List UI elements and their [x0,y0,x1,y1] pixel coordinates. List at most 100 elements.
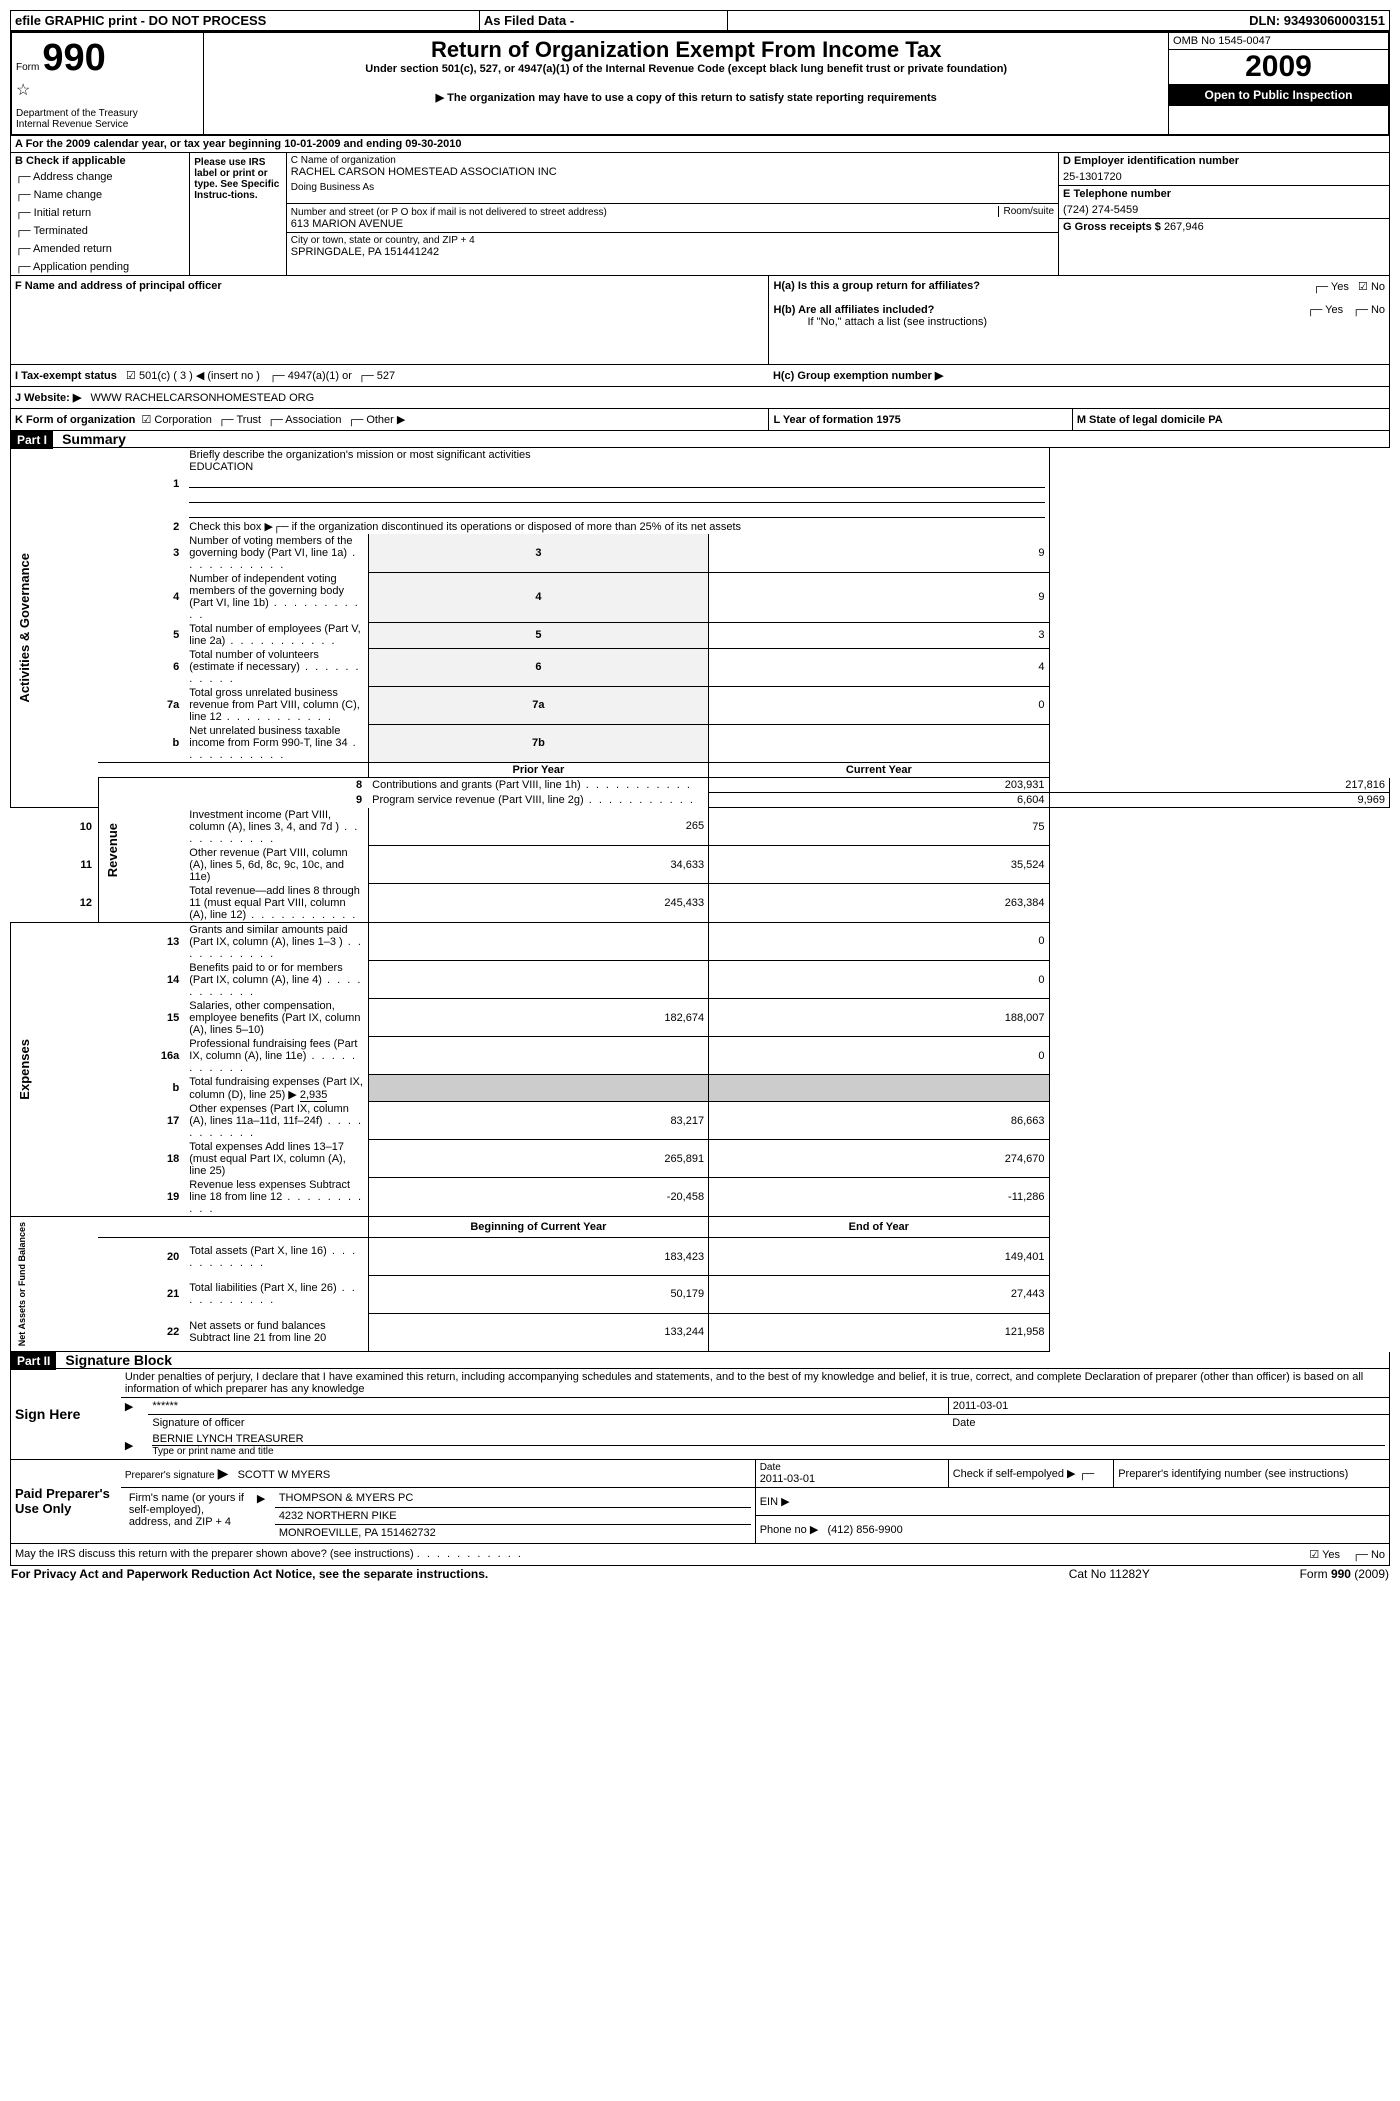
check-self-employed[interactable]: Check if self-empolyed ▶ [953,1468,1076,1480]
form-number: 990 [42,37,105,79]
k-l-m-block: K Form of organization ☑ Corporation ┌─ … [10,409,1390,431]
head-curr: Current Year [709,763,1049,778]
line-5-box: 5 [368,622,708,648]
line-9-no: 9 [185,793,368,808]
line-12-text: Total revenue—add lines 8 through 11 (mu… [185,884,368,923]
line-16a-no: 16a [98,1037,185,1075]
i-4947[interactable]: 4947(a)(1) or [288,370,352,382]
dln-value: 93493060003151 [1284,13,1385,28]
dba-label: Doing Business As [291,182,1054,193]
e-label: E Telephone number [1063,188,1385,200]
efile-notice: efile GRAPHIC print - DO NOT PROCESS [11,11,480,31]
k-corp[interactable]: Corporation [154,414,211,426]
line-22-beg: 133,244 [368,1313,708,1351]
check-name[interactable]: Name change [34,189,103,201]
k-assoc[interactable]: Association [285,414,341,426]
form-header: Form 990 ☆ Department of the Treasury In… [10,31,1390,136]
footer-right: Form 990 (2009) [1300,1567,1389,1581]
tax-year: 2009 [1169,50,1388,84]
line-18-prior: 265,891 [368,1140,708,1178]
k-other[interactable]: Other ▶ [366,414,405,426]
website-value: WWW RACHELCARSONHOMESTEAD ORG [91,392,315,404]
line-7b-value [709,724,1049,763]
line-16a-text: Professional fundraising fees (Part IX, … [185,1037,368,1075]
line-7a-text: Total gross unrelated business revenue f… [185,686,368,724]
signature-block: Under penalties of perjury, I declare th… [10,1369,1390,1566]
line-17-curr: 86,663 [709,1102,1049,1140]
ha-no[interactable]: No [1371,281,1385,293]
f-label: F Name and address of principal officer [15,280,222,292]
prep-date-value: 2011-03-01 [760,1473,944,1485]
hb-note: If "No," attach a list (see instructions… [773,316,1385,328]
preparer-name: SCOTT W MYERS [238,1469,331,1481]
page-footer: For Privacy Act and Paperwork Reduction … [10,1566,1390,1582]
preparer-phone: (412) 856-9900 [827,1524,902,1536]
line-19-prior: -20,458 [368,1178,708,1217]
footer-mid: Cat No 11282Y [1022,1566,1198,1582]
line-2-text: Check this box ▶┌─ if the organization d… [185,519,1049,534]
hb-label: H(b) Are all affiliates included? [773,304,934,316]
org-name: RACHEL CARSON HOMESTEAD ASSOCIATION INC [291,166,1054,178]
c-name-label: C Name of organization [291,155,1054,166]
ha-label: H(a) Is this a group return for affiliat… [773,280,980,292]
k-label: K Form of organization [15,414,135,426]
g-label: G Gross receipts $ [1063,221,1161,233]
check-pending[interactable]: Application pending [33,261,129,273]
i-527[interactable]: 527 [377,370,395,382]
line-18-curr: 274,670 [709,1140,1049,1178]
i-label: I Tax-exempt status [15,370,117,382]
line-18-no: 18 [98,1140,185,1178]
firm-name: THOMPSON & MYERS PC [275,1490,751,1507]
ein-value: 25-1301720 [1063,171,1385,183]
line-7b-text: Net unrelated business taxable income fr… [185,724,368,763]
firm-addr1: 4232 NORTHERN PIKE [275,1507,751,1524]
line-13-curr: 0 [709,922,1049,961]
form-subtitle-2: ▶ The organization may have to use a cop… [208,91,1164,104]
line-9-prior: 6,604 [709,793,1049,808]
date-label: Date [948,1415,1389,1432]
line-3-text: Number of voting members of the governin… [185,534,368,572]
please-use-label: Please use IRS label or print or type. S… [190,153,287,276]
section-expenses: Expenses [15,1035,34,1104]
room-label: Room/suite [998,206,1054,217]
hc-label: H(c) Group exemption number ▶ [773,370,943,382]
line-8-prior: 203,931 [709,778,1049,793]
i-501c[interactable]: 501(c) ( 3 ) ◀ (insert no ) [139,370,260,382]
ha-yes[interactable]: Yes [1331,281,1349,293]
line-13-prior [368,922,708,961]
line-16b-text: Total fundraising expenses (Part IX, col… [189,1076,363,1101]
line-17-prior: 83,217 [368,1102,708,1140]
dln-label: DLN: [1249,13,1280,28]
line-8-no: 8 [185,778,368,793]
line-16a-curr: 0 [709,1037,1049,1075]
head-beginning: Beginning of Current Year [368,1216,708,1238]
line-6-value: 4 [709,648,1049,686]
check-terminated[interactable]: Terminated [33,225,87,237]
line-16b-no: b [98,1075,185,1102]
org-info-block: B Check if applicable ┌─ Address change … [10,153,1390,276]
line-1-text: Briefly describe the organization's miss… [189,449,530,461]
line-15-no: 15 [98,999,185,1037]
officer-signature[interactable]: ****** [148,1397,948,1415]
city-label: City or town, state or country, and ZIP … [291,235,1054,246]
line-10-no: 10 [11,808,99,846]
k-trust[interactable]: Trust [236,414,261,426]
section-revenue: Revenue [103,819,122,881]
hb-no[interactable]: No [1371,304,1385,316]
head-prior: Prior Year [368,763,708,778]
check-address[interactable]: Address change [33,171,113,183]
f-h-block: F Name and address of principal officer … [10,276,1390,365]
hb-yes[interactable]: Yes [1325,304,1343,316]
perjury-text: Under penalties of perjury, I declare th… [121,1369,1390,1398]
city-value: SPRINGDALE, PA 151441242 [291,246,1054,258]
line-20-text: Total assets (Part X, line 16) [185,1238,368,1276]
discuss-no[interactable]: No [1371,1549,1385,1561]
summary-table: Activities & Governance 1 Briefly descri… [10,448,1390,1352]
line-20-no: 20 [98,1238,185,1276]
discuss-yes[interactable]: Yes [1322,1549,1340,1561]
line-22-text: Net assets or fund balances Subtract lin… [185,1313,368,1351]
line-12-curr: 263,384 [709,884,1049,923]
section-governance: Activities & Governance [15,549,34,707]
check-initial[interactable]: Initial return [34,207,91,219]
check-amended[interactable]: Amended return [33,243,112,255]
